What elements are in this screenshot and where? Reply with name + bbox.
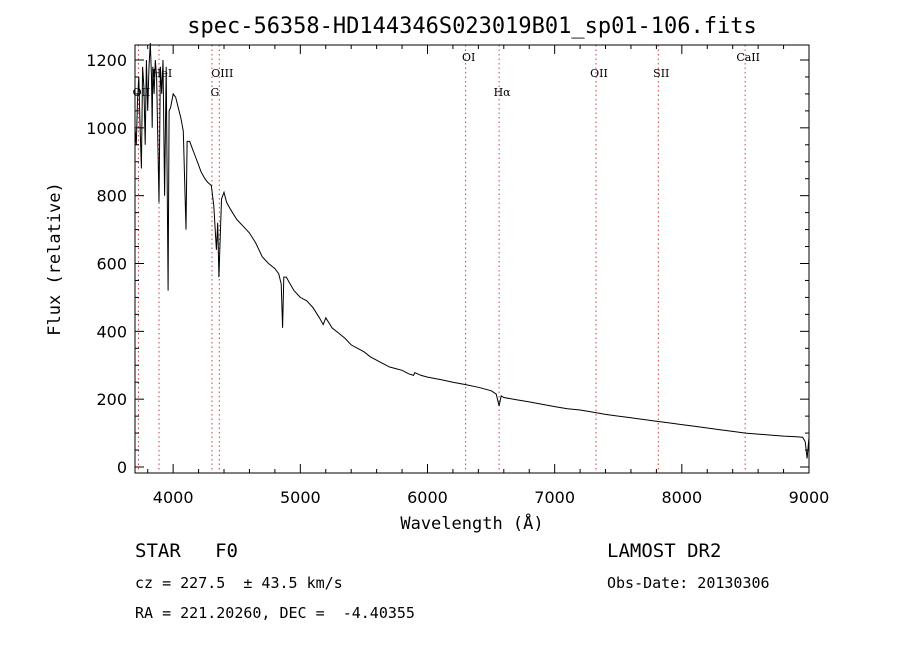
line-label-4: OI [462,51,475,64]
plot-frame [134,44,810,474]
y-tick-label: 0 [117,458,127,477]
spectrum-series [134,42,810,459]
object-class: STAR F0 [135,540,238,562]
spectrum-line-0 [134,42,810,459]
redshift-cz: cz = 227.5 ± 43.5 km/s [135,574,343,592]
x-axis-label: Wavelength (Å) [400,512,543,534]
x-tick-label: 5000 [280,488,321,507]
y-tick-label: 800 [96,187,127,206]
survey-name: LAMOST DR2 [607,540,722,562]
x-tick-label: 6000 [407,488,448,507]
x-axis-ticks: 4000 5000 6000 7000 8000 9000 [147,45,830,507]
x-tick-label: 8000 [661,488,702,507]
y-axis-label: Flux (relative) [45,182,65,336]
line-label-2: OIII [211,67,233,80]
chart-title: spec-56358-HD144346S023019B01_sp01-106.f… [187,14,757,39]
y-tick-label: 200 [96,390,127,409]
x-tick-label: 4000 [153,488,194,507]
y-tick-label: 1000 [86,119,127,138]
line-label-6: OII [590,67,608,80]
object-type: STAR [135,540,181,562]
line-label-5: Hα [494,86,512,99]
x-tick-label: 7000 [534,488,575,507]
line-label-8: CaII [736,51,760,64]
y-tick-label: 400 [96,322,127,341]
y-tick-label: 600 [96,255,127,274]
coordinates: RA = 221.20260, DEC = -4.40355 [135,604,415,622]
object-subclass: F0 [215,540,238,562]
line-label-3: G [211,86,220,99]
observation-date: Obs-Date: 20130306 [607,574,770,592]
line-label-7: SII [653,67,669,80]
y-axis-ticks: 0 200 400 600 800 1000 1200 [86,51,809,477]
x-tick-label: 9000 [789,488,830,507]
y-tick-label: 1200 [86,51,127,70]
